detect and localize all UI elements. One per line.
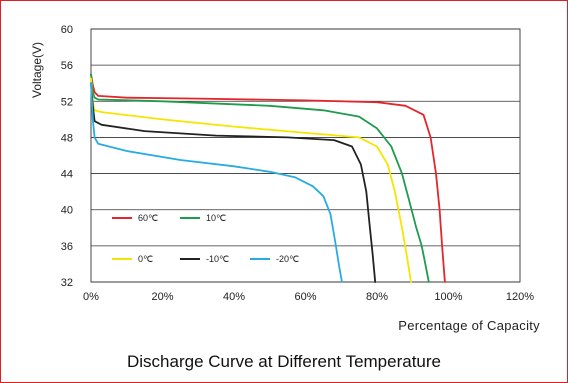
y-tick-label: 48 (61, 132, 73, 144)
x-tick-label: 60% (294, 291, 316, 303)
series-line (90, 82, 377, 283)
series-lines (90, 73, 446, 283)
series-line (90, 82, 343, 283)
legend: 60℃ 10℃ 0℃ -10℃ -20℃ (112, 213, 299, 264)
y-tick-label: 40 (61, 205, 73, 217)
x-axis-label: Percentage of Capacity (398, 318, 540, 333)
x-tick-label: 120% (506, 291, 534, 303)
series-line (90, 73, 430, 283)
axes: 32 36 40 44 48 52 56 60 0% 20% 40% 60% 80% 100% 120% (61, 24, 535, 303)
y-tick-label: 60 (61, 24, 73, 36)
y-axis-label: Voltage(V) (30, 42, 44, 98)
series-line (90, 73, 446, 283)
y-tick-label: 52 (61, 96, 73, 108)
legend-label: -10℃ (206, 254, 229, 264)
y-tick-label: 56 (61, 60, 73, 72)
plot-border (90, 28, 521, 283)
x-tick-label: 80% (366, 291, 388, 303)
x-tick-label: 0% (83, 291, 99, 303)
legend-label: -20℃ (276, 254, 299, 264)
y-tick-label: 36 (61, 241, 73, 253)
legend-label: 60℃ (138, 213, 158, 223)
x-tick-label: 100% (434, 291, 462, 303)
legend-label: 10℃ (206, 213, 226, 223)
x-tick-label: 20% (151, 291, 173, 303)
series-line (90, 77, 412, 283)
y-tick-label: 32 (61, 277, 73, 289)
y-tick-label: 44 (61, 169, 73, 181)
x-tick-label: 40% (223, 291, 245, 303)
chart-caption: Discharge Curve at Different Temperature (126, 352, 442, 371)
legend-label: 0℃ (138, 254, 153, 264)
